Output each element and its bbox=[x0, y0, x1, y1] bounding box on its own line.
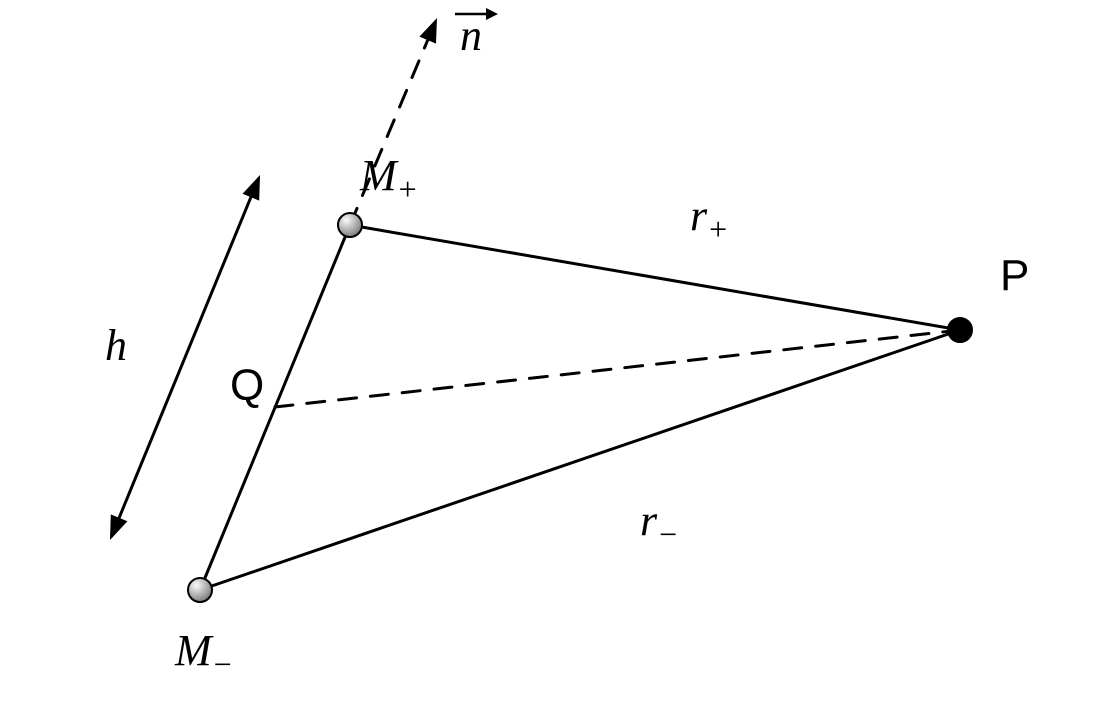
label-p: P bbox=[1000, 251, 1029, 300]
edge-rminus bbox=[200, 330, 960, 590]
label-m-plus: M+ bbox=[359, 151, 417, 207]
label-m-minus: M− bbox=[174, 626, 232, 682]
edge-q-p bbox=[275, 330, 960, 407]
label-r-minus: r− bbox=[640, 496, 677, 552]
label-q: Q bbox=[230, 361, 264, 410]
edge-rplus bbox=[350, 225, 960, 330]
label-h: h bbox=[105, 321, 127, 370]
label-n: n bbox=[460, 11, 482, 60]
node-m-plus bbox=[338, 213, 362, 237]
node-p bbox=[948, 318, 972, 342]
label-r-plus: r+ bbox=[690, 191, 727, 247]
h-double-arrow bbox=[112, 179, 259, 537]
node-m-minus bbox=[188, 578, 212, 602]
